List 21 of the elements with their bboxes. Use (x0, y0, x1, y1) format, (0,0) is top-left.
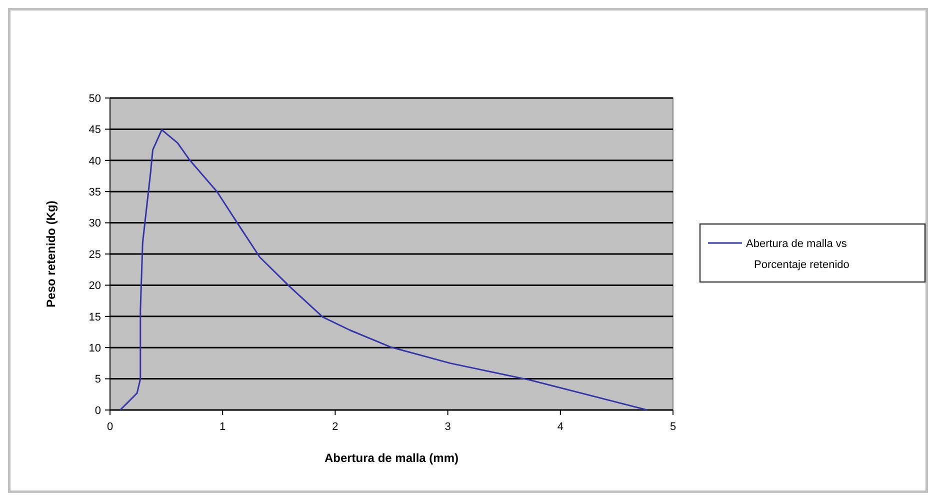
y-axis-title: Peso retenido (Kg) (44, 200, 58, 308)
x-tick-label: 3 (444, 421, 451, 433)
y-tick-label: 10 (88, 342, 101, 354)
x-tick-label: 2 (332, 421, 338, 433)
y-tick-label: 50 (88, 92, 101, 105)
y-tick-label: 45 (88, 124, 101, 136)
x-axis-title: Abertura de malla (mm) (324, 451, 459, 465)
y-tick-label: 25 (88, 248, 101, 261)
x-tick-label: 4 (557, 421, 564, 433)
y-tick-label: 5 (94, 374, 101, 386)
y-tick-label: 40 (88, 155, 101, 168)
x-tick-label: 0 (106, 421, 114, 433)
y-tick-label: 20 (88, 280, 101, 292)
line-series (119, 129, 648, 411)
y-tick-label: 30 (88, 218, 101, 230)
y-tick-label: 0 (94, 404, 101, 417)
x-tick-label: 1 (220, 421, 226, 433)
y-tick-label: 15 (88, 311, 101, 324)
y-tick-label: 35 (88, 186, 101, 198)
legend-label: Abertura de malla vs Porcentaje retenido (746, 238, 850, 271)
x-tick-label: 5 (670, 421, 676, 433)
